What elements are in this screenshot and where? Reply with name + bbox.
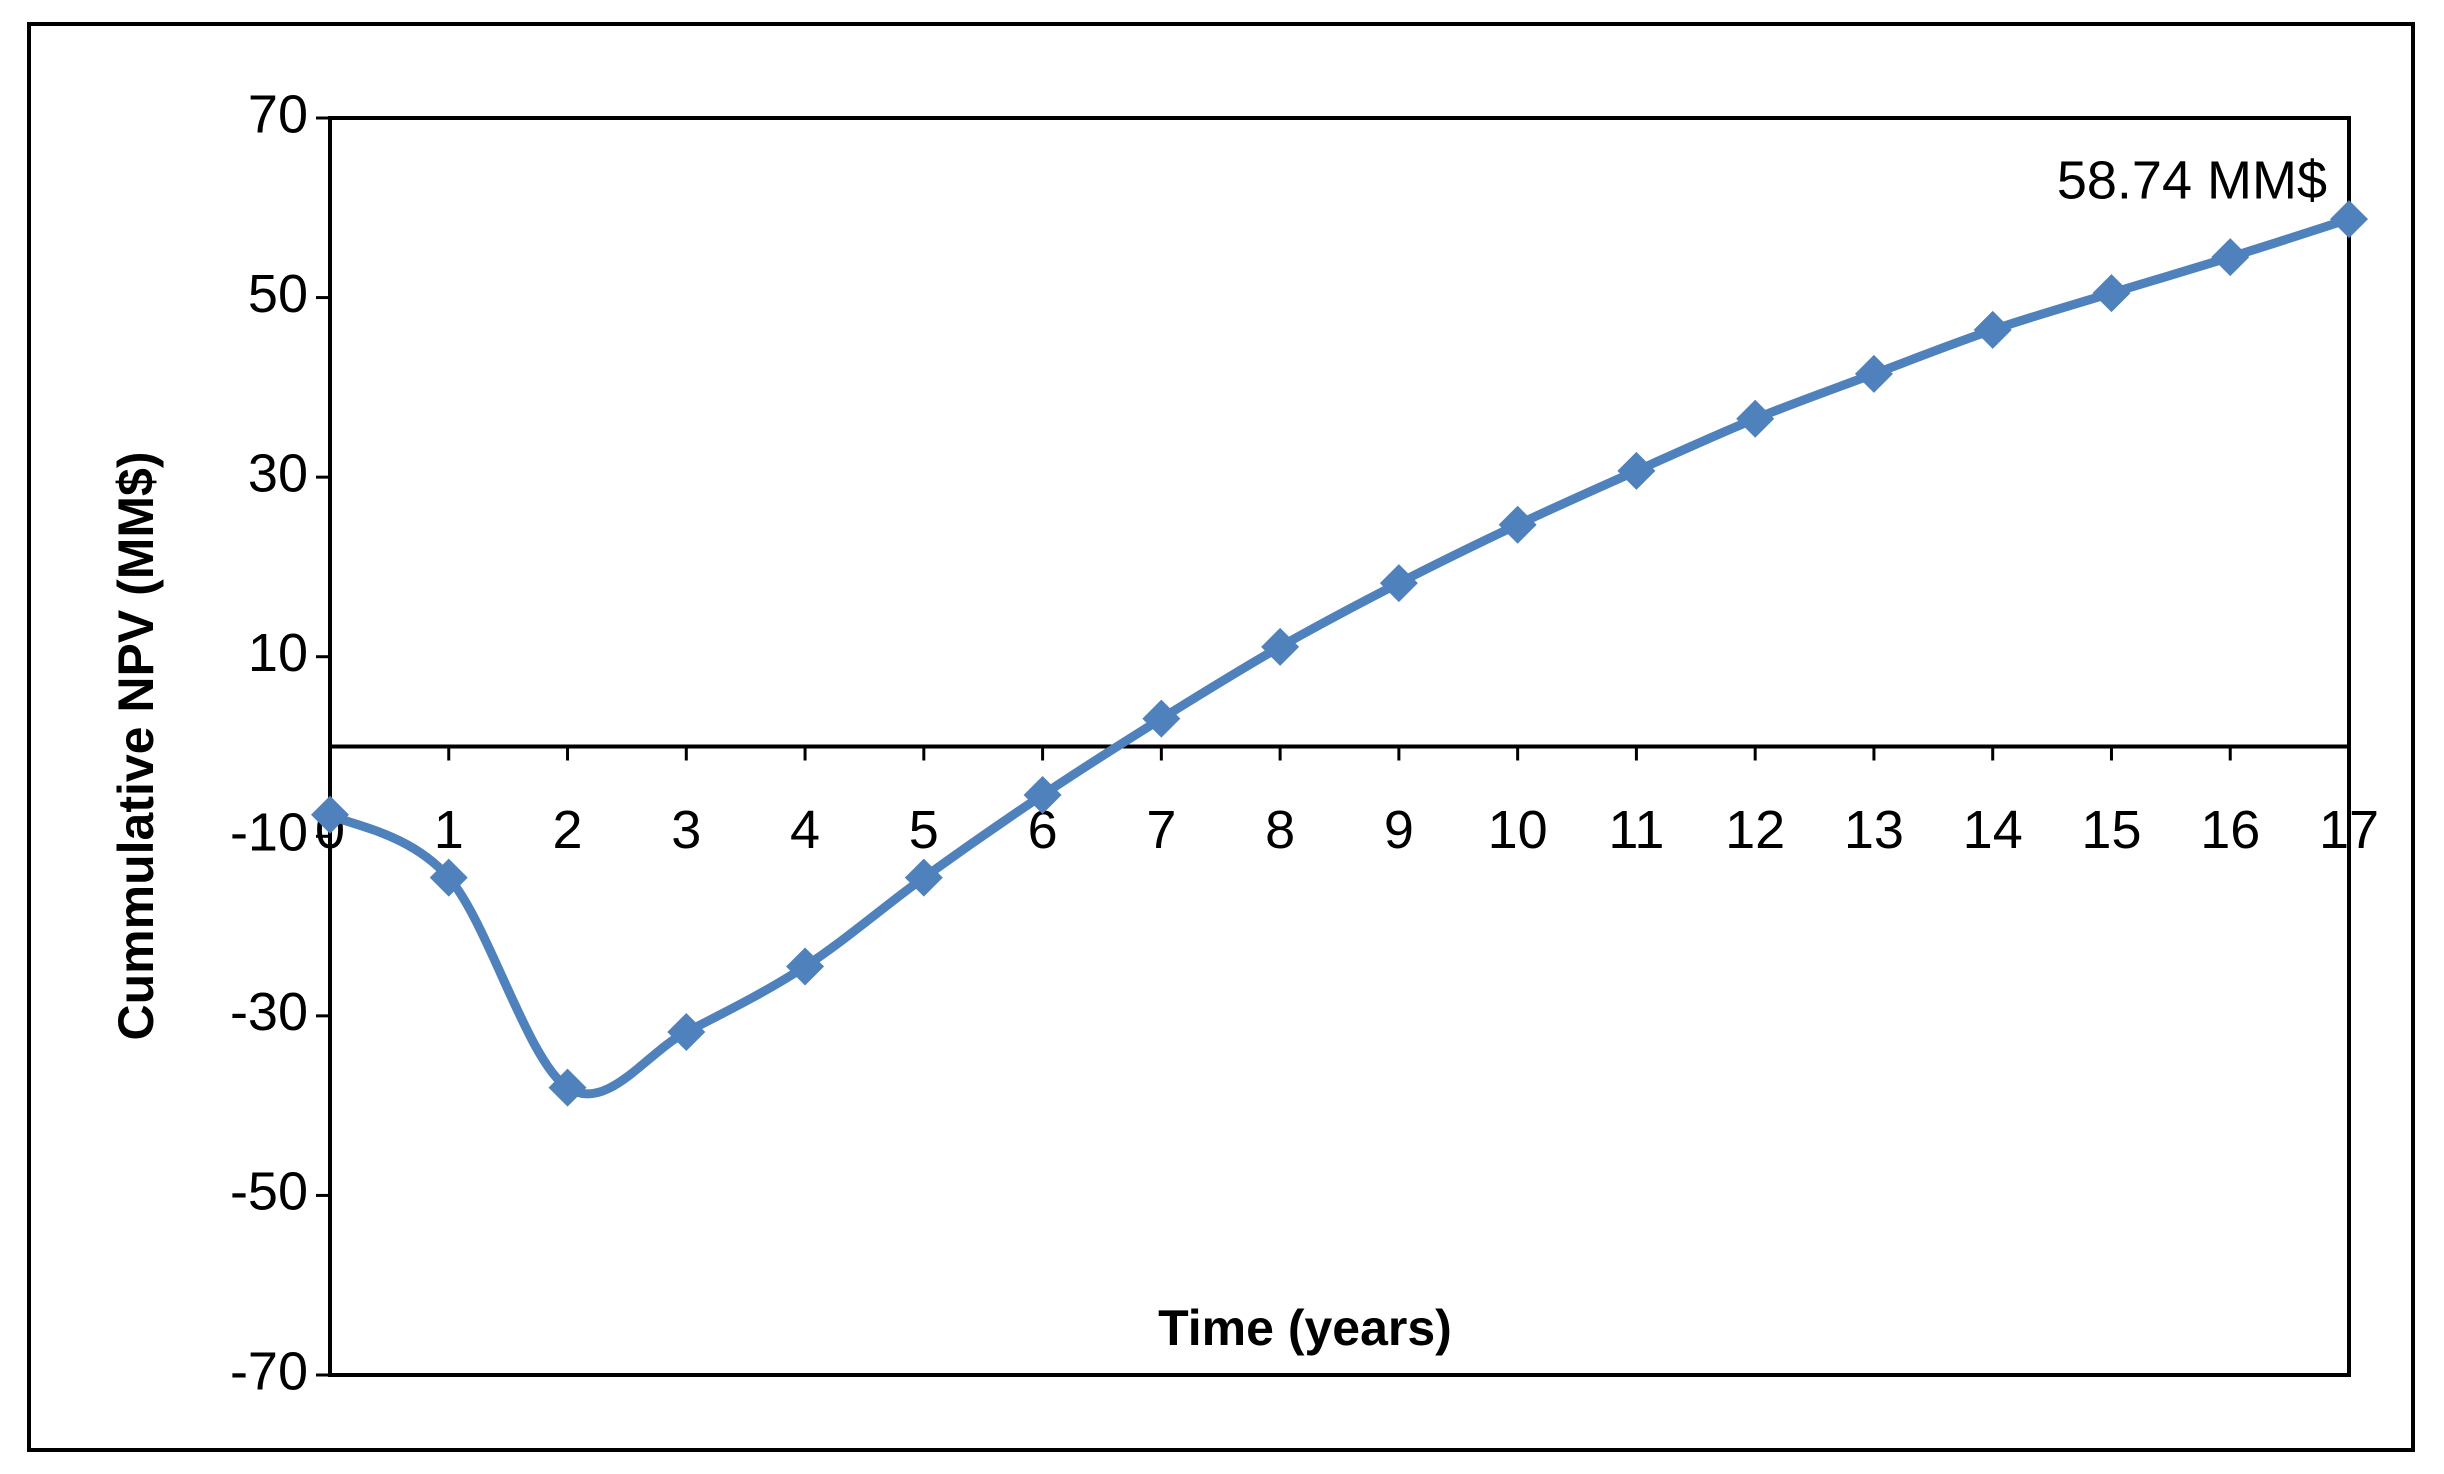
x-tick-label: 13 [1844,800,1904,860]
x-tick-label: 11 [1608,800,1664,860]
x-tick-label: 15 [2081,800,2141,860]
data-marker [1142,699,1181,738]
y-tick-label: 10 [248,623,308,683]
y-tick-label: -30 [230,982,308,1042]
data-marker [786,947,825,986]
x-tick-label: 17 [2319,800,2379,860]
data-marker [2092,274,2131,313]
data-marker [1379,564,1418,603]
x-tick-label: 3 [671,800,701,860]
data-marker [904,858,943,897]
x-tick-label: 8 [1265,800,1295,860]
x-tick-label: 12 [1725,800,1785,860]
data-marker [429,858,468,897]
x-tick-label: 14 [1963,800,2023,860]
x-axis-title: Time (years) [1158,1300,1452,1356]
data-marker [1973,310,2012,349]
y-tick-label: 70 [248,84,308,144]
data-marker [1023,775,1062,814]
data-marker [1854,354,1893,393]
data-marker [1617,451,1656,490]
annotation: 58.74 MM$ [2057,150,2327,210]
data-marker [1736,399,1775,438]
y-axis-title: Cummulative NPV (MM$) [108,452,164,1041]
data-marker [1498,505,1537,544]
y-tick-label: 50 [248,264,308,324]
x-tick-label: 2 [553,800,583,860]
y-tick-label: -10 [230,803,308,863]
data-marker [1261,627,1300,666]
y-tick-label: 30 [248,443,308,503]
data-marker [667,1013,706,1052]
x-tick-label: 9 [1384,800,1414,860]
data-marker [2211,238,2250,277]
y-tick-label: -50 [230,1162,308,1222]
x-tick-label: 10 [1488,800,1548,860]
data-marker [548,1068,587,1107]
x-tick-label: 16 [2200,800,2260,860]
data-marker [311,795,349,834]
x-tick-label: 1 [434,800,464,860]
y-tick-label: -70 [230,1341,308,1401]
data-marker [2330,200,2368,239]
x-tick-label: 5 [909,800,939,860]
x-tick-label: 4 [790,800,820,860]
chart-frame [27,22,2415,1452]
x-tick-label: 7 [1146,800,1176,860]
